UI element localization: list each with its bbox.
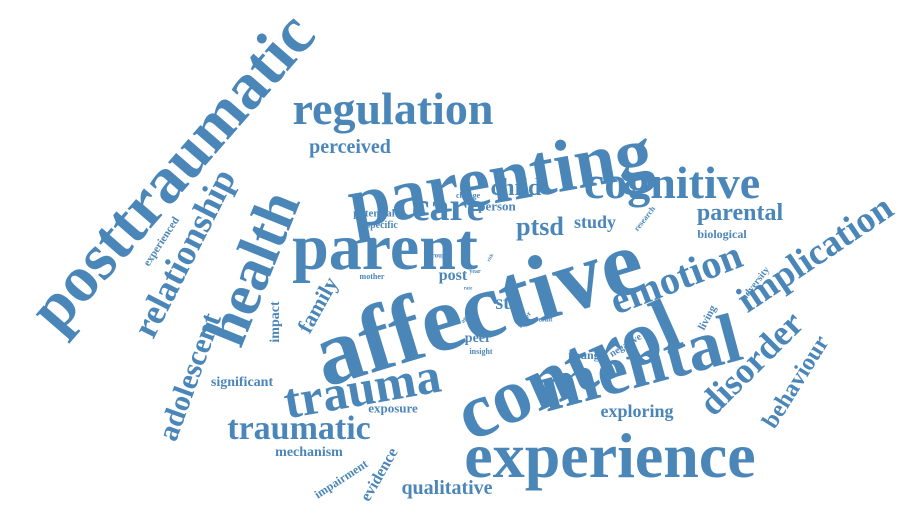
word-change: change bbox=[456, 191, 480, 200]
word-mechanism: mechanism bbox=[275, 445, 343, 460]
word-ptsd: ptsd bbox=[516, 212, 564, 241]
word-impact: impact bbox=[268, 301, 283, 343]
word-young: young bbox=[568, 348, 600, 362]
word-person: person bbox=[478, 198, 516, 214]
word-potential: potential bbox=[353, 207, 395, 220]
word-parental: parental bbox=[696, 200, 784, 226]
word-study: study bbox=[573, 212, 617, 232]
word-group: group bbox=[428, 251, 446, 260]
word-year: year bbox=[469, 269, 481, 275]
word-specific: specific bbox=[366, 220, 398, 231]
word-exploring: exploring bbox=[600, 401, 674, 421]
word-peer: peer bbox=[464, 331, 492, 346]
word-parent: parent bbox=[292, 211, 478, 284]
word-care: care bbox=[411, 184, 485, 229]
word-result: result bbox=[535, 315, 553, 324]
word-mother: mother bbox=[359, 272, 385, 281]
word-significant: significant bbox=[210, 375, 274, 390]
word-experience: experience bbox=[464, 420, 756, 491]
word-child: child bbox=[490, 175, 542, 201]
word-qualitative: qualitative bbox=[401, 477, 493, 499]
word-biological: biological bbox=[697, 227, 747, 241]
word-perceived: perceived bbox=[309, 136, 391, 158]
word-traumatic: traumatic bbox=[227, 410, 371, 447]
word-str: str bbox=[495, 292, 519, 314]
word-cognitive: cognitive bbox=[583, 157, 761, 208]
word-research: research bbox=[632, 204, 658, 233]
word-post: post bbox=[438, 267, 468, 284]
word-exposure: exposure bbox=[368, 400, 418, 416]
word-rate: rate bbox=[463, 286, 473, 292]
word-insight: insight bbox=[469, 347, 493, 356]
word-evidence: evidence bbox=[357, 445, 402, 505]
word-regulation: regulation bbox=[292, 83, 494, 134]
